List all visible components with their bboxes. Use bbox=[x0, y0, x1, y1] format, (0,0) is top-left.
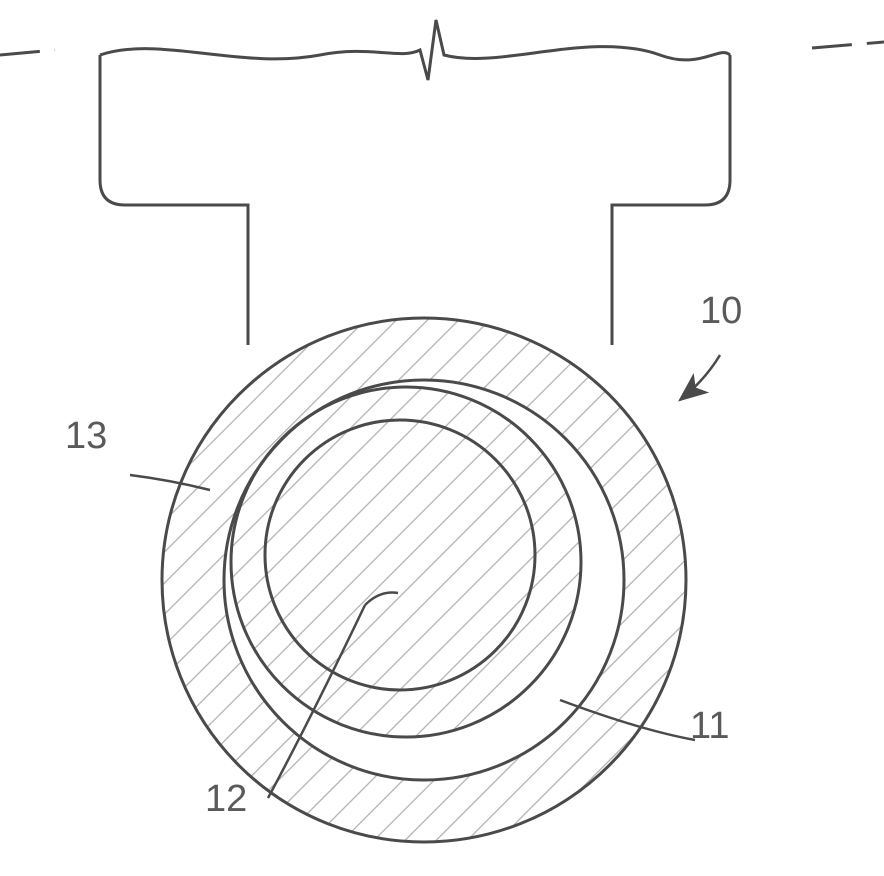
label-10: 10 bbox=[700, 290, 742, 333]
label-11: 11 bbox=[690, 705, 729, 748]
label-12: 12 bbox=[205, 778, 247, 821]
technical-diagram bbox=[0, 0, 884, 876]
label-13: 13 bbox=[65, 415, 107, 458]
